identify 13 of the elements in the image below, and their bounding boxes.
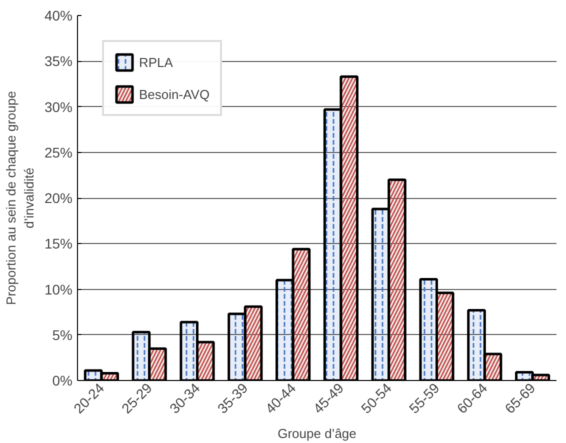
y-tick-label: 15% xyxy=(44,236,73,252)
y-tick-label: 25% xyxy=(44,144,73,160)
y-axis-title: Proportion au sein de chaque groupe d’invalidité xyxy=(3,91,36,305)
y-tick-label: 0% xyxy=(52,372,72,388)
y-tick-label: 5% xyxy=(52,326,72,343)
y-tick-label: 30% xyxy=(44,98,73,115)
x-axis-title: Groupe d’âge xyxy=(278,426,356,441)
legend-label: Besoin-AVQ xyxy=(139,86,210,102)
y-tick-label: 10% xyxy=(44,281,73,298)
legend-label: RPLA xyxy=(139,54,173,70)
y-tick-label: 20% xyxy=(44,190,73,206)
y-tick-label: 35% xyxy=(44,53,73,70)
y-tick-label: 40% xyxy=(44,8,73,24)
